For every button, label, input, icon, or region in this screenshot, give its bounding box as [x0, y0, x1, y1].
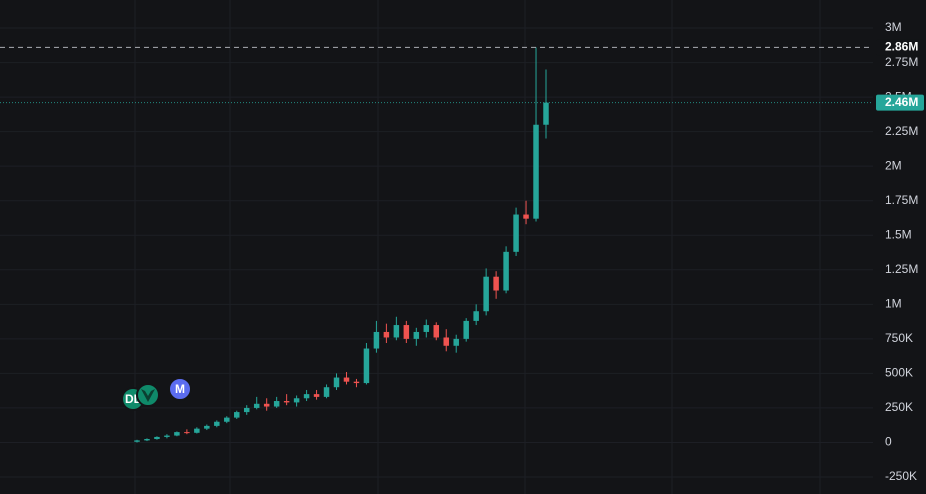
candle-body: [184, 432, 190, 434]
y-tick-label: 2M: [885, 158, 902, 172]
y-tick-label: 3M: [885, 20, 902, 34]
candle-body: [413, 331, 420, 339]
candle-body: [204, 425, 210, 429]
candle-body: [283, 401, 290, 403]
candle-body: [194, 428, 200, 433]
y-tick-label: 750K: [885, 331, 913, 345]
price-tag: [876, 94, 924, 111]
candle-body: [234, 412, 240, 418]
candle-body: [154, 436, 160, 440]
candle-body: [293, 398, 300, 403]
candle-body: [463, 320, 469, 339]
candle-body: [523, 214, 529, 219]
candle-body: [493, 276, 499, 291]
price-tag-label: 2.86M: [885, 40, 918, 54]
candle-body: [343, 377, 350, 382]
y-tick-label: 0: [885, 435, 892, 449]
y-tick-label: 1.75M: [885, 193, 918, 207]
candle-body: [134, 440, 140, 442]
y-tick-label: -250K: [885, 469, 917, 483]
candle-body: [144, 439, 150, 441]
candle-body: [333, 377, 340, 388]
vertical-grid: [134, 0, 821, 494]
candle-body: [453, 338, 459, 346]
y-tick-label: 2.25M: [885, 124, 918, 138]
candle-body: [214, 421, 220, 426]
candle-body: [253, 403, 260, 408]
y-tick-label: 250K: [885, 400, 913, 414]
candle-body: [323, 387, 330, 397]
candle-body: [423, 325, 430, 332]
candle-body: [303, 394, 310, 399]
logo-icon: [141, 389, 155, 402]
candle-body: [513, 214, 519, 252]
candle-body: [174, 432, 180, 436]
candle-body: [224, 417, 230, 422]
candle-body: [263, 403, 270, 407]
candle-body: [353, 381, 360, 384]
candle-body: [373, 331, 380, 349]
candle-body: [473, 311, 479, 321]
candle-body: [243, 407, 250, 413]
y-tick-label: 2.75M: [885, 55, 918, 69]
y-tick-label: 500K: [885, 366, 913, 380]
candle-body: [483, 276, 489, 312]
candle-body: [164, 435, 170, 437]
candle-body: [533, 124, 539, 219]
candle-body: [433, 325, 440, 338]
y-tick-label: 1.25M: [885, 262, 918, 276]
candle-body: [383, 331, 390, 338]
y-tick-label: 1M: [885, 297, 902, 311]
candle-body: [273, 401, 280, 407]
candle-body: [393, 325, 400, 338]
candle-body: [363, 348, 370, 384]
candle-body: [503, 251, 509, 291]
candle-body: [543, 102, 549, 125]
logo-marker: [136, 383, 160, 407]
marker-label: M: [175, 382, 185, 396]
y-tick-label: 1.5M: [885, 227, 912, 241]
candle-body: [313, 394, 320, 397]
price-tag: [876, 39, 924, 56]
price-tag-label: 2.46M: [885, 95, 918, 109]
candle-body: [403, 325, 410, 339]
candle-body: [443, 337, 449, 346]
marker: [168, 377, 192, 401]
